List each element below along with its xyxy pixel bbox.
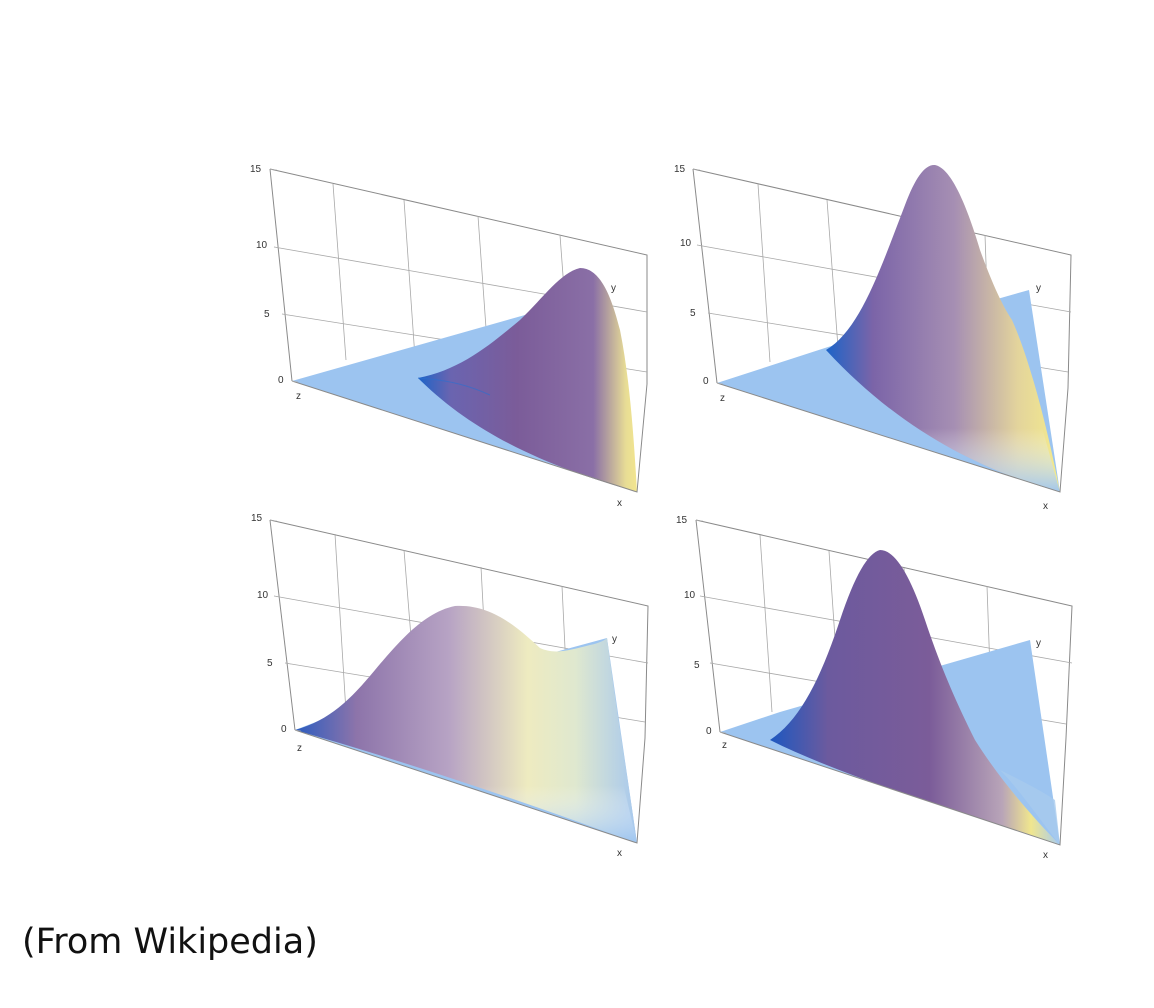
z-tick-label: 5 [267, 658, 273, 669]
surface-2 [826, 164, 1060, 492]
x-axis-label: x [1043, 850, 1048, 861]
z-tick-label: 0 [281, 724, 287, 735]
z-tick-label: 15 [676, 515, 688, 526]
surface-plot-2: 15 10 5 0 z y x [674, 164, 1072, 512]
z-axis-label: z [296, 391, 301, 402]
z-tick-label: 5 [264, 309, 270, 320]
z-tick-label: 5 [690, 308, 696, 319]
surface-plot-4: 15 10 5 0 z y x [676, 515, 1073, 861]
surface-plot-3: 15 10 5 0 z y x [251, 513, 649, 859]
x-axis-label: x [617, 848, 622, 859]
surface-4 [770, 550, 1060, 845]
surface-plot-1: 15 10 5 0 z y x [250, 164, 648, 509]
figure-caption: (From Wikipedia) [22, 922, 318, 962]
y-axis-label: y [611, 283, 616, 294]
y-axis-label: y [1036, 283, 1041, 294]
z-tick-label: 10 [256, 240, 268, 251]
z-axis-label: z [297, 743, 302, 754]
x-axis-label: x [617, 498, 622, 509]
z-tick-label: 10 [680, 238, 692, 249]
y-axis-label: y [612, 634, 617, 645]
z-tick-label: 0 [703, 376, 709, 387]
z-tick-label: 0 [706, 726, 712, 737]
z-tick-label: 10 [684, 590, 696, 601]
z-tick-label: 15 [250, 164, 262, 175]
x-axis-label: x [1043, 501, 1048, 512]
z-tick-label: 15 [674, 164, 686, 175]
z-axis-label: z [722, 740, 727, 751]
z-axis-label: z [720, 393, 725, 404]
z-tick-label: 10 [257, 590, 269, 601]
y-axis-label: y [1036, 638, 1041, 649]
z-tick-label: 0 [278, 375, 284, 386]
surface-1 [418, 268, 637, 492]
z-tick-label: 5 [694, 660, 700, 671]
z-tick-label: 15 [251, 513, 263, 524]
